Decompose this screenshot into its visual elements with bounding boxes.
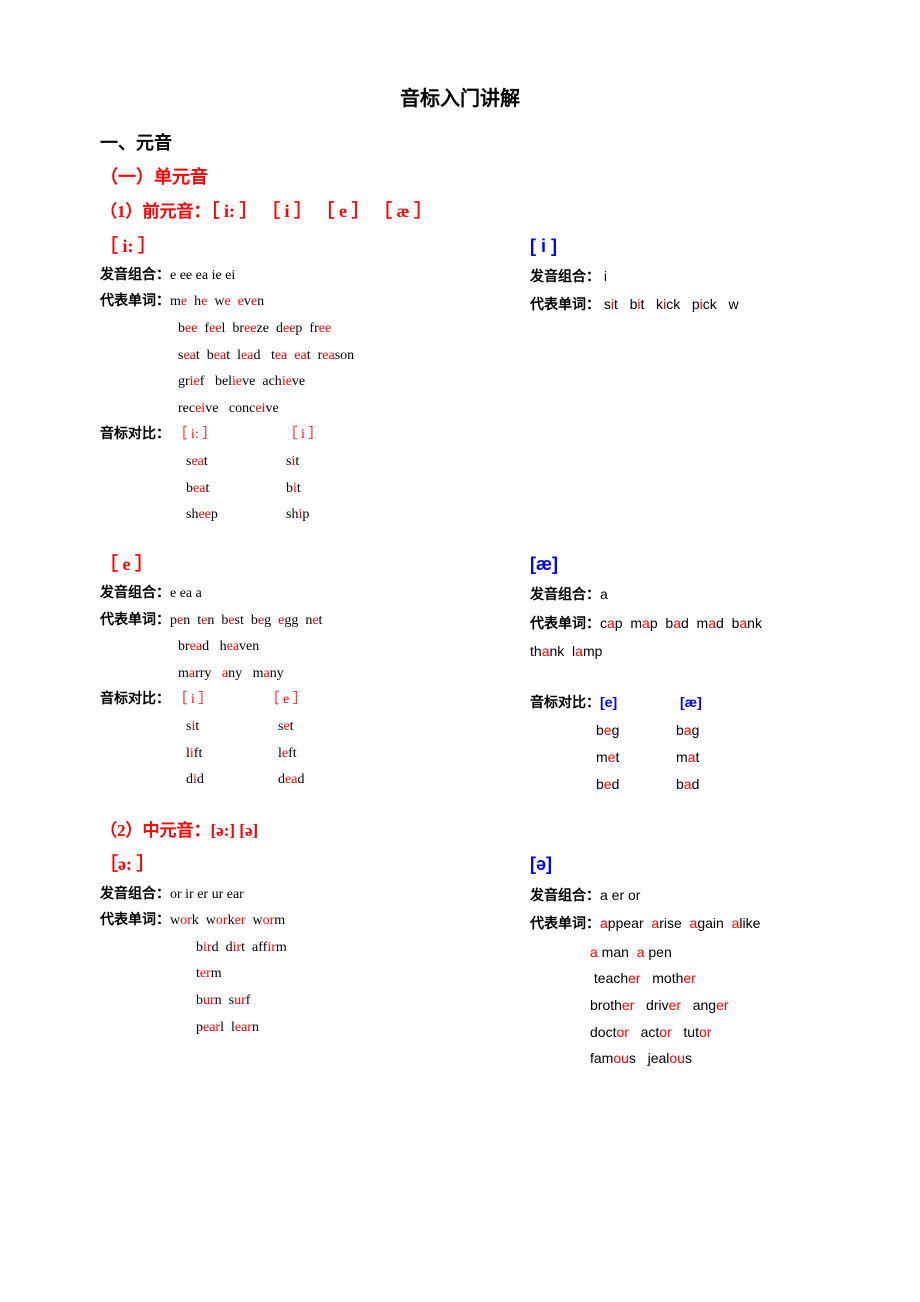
section-2-left: ［ e ］ 发音组合：e ea a 代表单词：pen ten best beg … <box>100 547 530 794</box>
compare-table: sitsetliftleftdiddead <box>100 714 530 794</box>
combo-label: 发音组合： <box>100 268 170 283</box>
section-1: ［ i: ］ 发音组合：e ee ea ie ei 代表单词：me he we … <box>100 229 820 529</box>
compare-label: 音标对比： <box>530 696 600 711</box>
combo-row: 发音组合：e ee ea ie ei <box>100 263 530 290</box>
combo-text: or ir er ur ear <box>170 887 244 902</box>
combo-text: e ea a <box>170 586 202 601</box>
combo-label: 发音组合： <box>530 588 600 603</box>
rep-label: 代表单词： <box>100 913 170 928</box>
section-2-right: [æ] 发音组合：a 代表单词：cap map bad mad bank tha… <box>530 547 820 797</box>
compare-heading: 音标对比： ［ i: ］［ i ］ <box>100 422 530 449</box>
word-line: work worker worm <box>170 913 285 928</box>
compare-col2: ［ i ］ <box>284 427 323 442</box>
rep-label: 代表单词： <box>100 613 170 628</box>
word-line: sit bit kick pick w <box>604 296 739 312</box>
rep-row: 代表单词：pen ten best beg egg net <box>100 608 530 635</box>
compare-col1: [e] <box>600 689 680 716</box>
heading-vowels: 一、元音 <box>100 126 820 160</box>
compare-col2: ［ e ］ <box>266 692 307 707</box>
compare-heading: 音标对比： ［ i ］［ e ］ <box>100 687 530 714</box>
word-line: doctor actor tutor <box>530 1019 820 1046</box>
central-vowels-label: （2）中元音： <box>100 821 211 840</box>
central-vowels-symbols: [ə:] [ə] <box>211 821 259 840</box>
word-line: seat beat lead tea eat reason <box>100 343 530 370</box>
rep-row: 代表单词：cap map bad mad bank <box>530 610 820 639</box>
combo-row: 发音组合：a <box>530 581 820 610</box>
word-line: term <box>100 961 530 988</box>
word-line: appear arise again alike <box>600 915 760 931</box>
section-1-left: ［ i: ］ 发音组合：e ee ea ie ei 代表单词：me he we … <box>100 229 530 529</box>
symbol-schwa-long: ［ə: ］ <box>100 847 530 881</box>
section-3: ［ə: ］ 发音组合：or ir er ur ear 代表单词：work wor… <box>100 847 820 1071</box>
word-line: me he we even <box>170 294 264 309</box>
front-vowels-symbols: ［ i: ］ ［ i ］ ［ e ］ ［ æ ］ <box>211 201 432 221</box>
compare-table: seatsitbeatbitsheepship <box>100 449 530 529</box>
word-line: pearl learn <box>100 1015 530 1042</box>
symbol-i-long: ［ i: ］ <box>100 229 530 263</box>
word-line: a man a pen <box>530 939 820 966</box>
word-line: cap map bad mad bank <box>600 615 762 631</box>
rep-label: 代表单词： <box>530 917 600 932</box>
rep-row: 代表单词：work worker worm <box>100 908 530 935</box>
combo-label: 发音组合： <box>100 887 170 902</box>
rep-row: 代表单词： sit bit kick pick w <box>530 291 820 320</box>
combo-text: e ee ea ie ei <box>170 268 235 283</box>
combo-text: i <box>604 268 607 284</box>
page-title: 音标入门讲解 <box>100 80 820 118</box>
symbol-schwa: [ə] <box>530 847 820 881</box>
rep-label: 代表单词： <box>100 294 170 309</box>
word-line: grief believe achieve <box>100 369 530 396</box>
word-line: burn surf <box>100 988 530 1015</box>
rep-row: 代表单词：appear arise again alike <box>530 910 820 939</box>
rep-label: 代表单词： <box>530 298 600 313</box>
word-line: bread heaven <box>100 634 530 661</box>
compare-col2: [æ] <box>680 694 702 710</box>
combo-text: a <box>600 586 608 602</box>
word-line: bird dirt affirm <box>100 935 530 962</box>
compare-col1: ［ i ］ <box>174 687 266 714</box>
combo-text: a er or <box>600 887 640 903</box>
rep-label: 代表单词： <box>530 617 600 632</box>
combo-label: 发音组合： <box>530 270 600 285</box>
front-vowels-label: （1）前元音： <box>100 202 211 221</box>
word-line: teacher mother <box>530 965 820 992</box>
heading-central-vowels: （2）中元音：[ə:] [ə] <box>100 815 820 847</box>
compare-table: begbagmetmatbedbad <box>530 717 820 797</box>
compare-col1: ［ i: ］ <box>174 422 284 449</box>
compare-heading: 音标对比：[e][æ] <box>530 689 820 718</box>
combo-row: 发音组合：e ea a <box>100 581 530 608</box>
word-line: marry any many <box>100 661 530 688</box>
heading-front-vowels: （1）前元音：［ i: ］ ［ i ］ ［ e ］ ［ æ ］ <box>100 194 820 228</box>
compare-label: 音标对比： <box>100 427 170 442</box>
section-2: ［ e ］ 发音组合：e ea a 代表单词：pen ten best beg … <box>100 547 820 797</box>
combo-row: 发音组合：or ir er ur ear <box>100 882 530 909</box>
word-line: receive conceive <box>100 396 530 423</box>
heading-monophthongs: （一）单元音 <box>100 160 820 194</box>
word-line: thank lamp <box>530 638 820 665</box>
combo-label: 发音组合： <box>530 889 600 904</box>
symbol-e: ［ e ］ <box>100 547 530 581</box>
compare-label: 音标对比： <box>100 692 170 707</box>
word-line: bee feel breeze deep free <box>100 316 530 343</box>
section-3-left: ［ə: ］ 发音组合：or ir er ur ear 代表单词：work wor… <box>100 847 530 1041</box>
section-1-right: [ i ] 发音组合： i 代表单词： sit bit kick pick w <box>530 229 820 320</box>
combo-row: 发音组合： i <box>530 263 820 292</box>
symbol-i-short: [ i ] <box>530 229 820 263</box>
section-3-right: [ə] 发音组合：a er or 代表单词：appear arise again… <box>530 847 820 1071</box>
word-line: pen ten best beg egg net <box>170 613 322 628</box>
word-line: famous jealous <box>530 1045 820 1072</box>
rep-row: 代表单词：me he we even <box>100 289 530 316</box>
combo-label: 发音组合： <box>100 586 170 601</box>
word-line: brother driver anger <box>530 992 820 1019</box>
symbol-ae: [æ] <box>530 547 820 581</box>
combo-row: 发音组合：a er or <box>530 882 820 911</box>
